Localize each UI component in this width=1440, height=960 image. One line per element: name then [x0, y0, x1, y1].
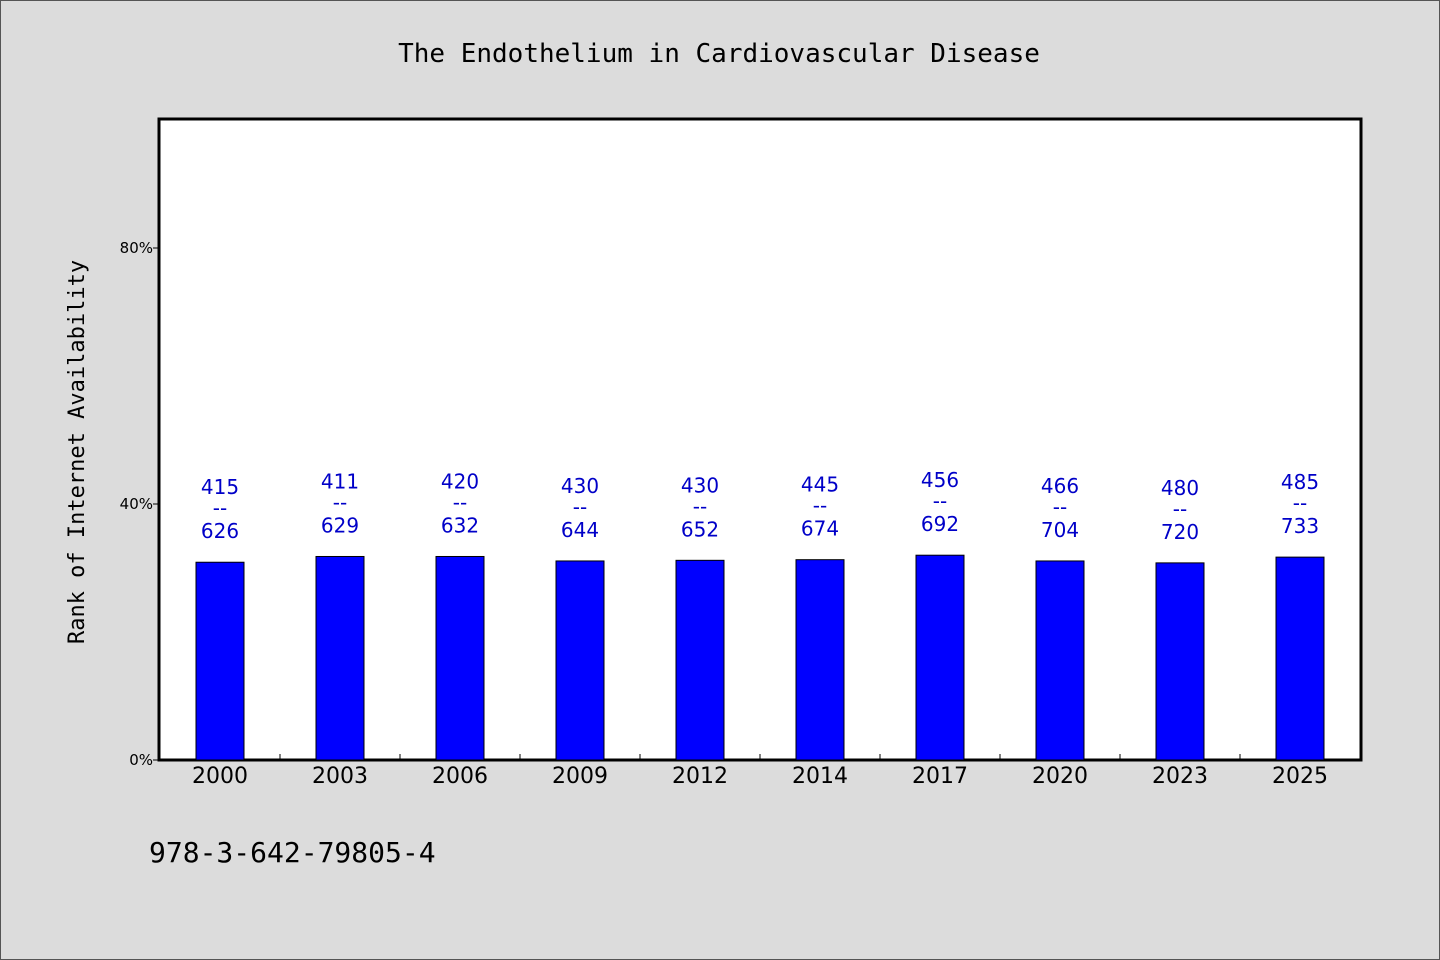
bar	[1035, 560, 1085, 761]
bar	[795, 559, 845, 761]
data-label-separator: --	[693, 494, 707, 518]
y-axis-label: Rank of Internet Availability	[65, 260, 90, 644]
data-label-bottom: 674	[801, 517, 839, 541]
data-label-bottom: 652	[681, 517, 719, 541]
data-label-top: 430	[561, 474, 599, 498]
data-label-top: 466	[1041, 474, 1079, 498]
x-tick-label: 2017	[912, 764, 968, 789]
y-tick-label: 0%	[129, 751, 153, 769]
data-label-top: 445	[801, 473, 839, 497]
x-tick-label: 2014	[792, 764, 848, 789]
chart-marks: 0%40%80%2000415--6262003411--6292006420-…	[120, 239, 1328, 789]
x-tick-label: 2012	[672, 764, 728, 789]
data-label-bottom: 644	[561, 518, 599, 542]
data-label-separator: --	[573, 495, 587, 519]
data-label-bottom: 704	[1041, 518, 1079, 542]
bar	[675, 559, 725, 761]
data-label-top: 411	[321, 469, 359, 493]
data-label-separator: --	[1293, 491, 1307, 515]
bar	[915, 554, 965, 761]
data-label-top: 480	[1161, 476, 1199, 500]
bar	[555, 560, 605, 761]
data-label-top: 420	[441, 469, 479, 493]
data-label-top: 430	[681, 473, 719, 497]
x-tick-label: 2003	[312, 764, 368, 789]
x-tick-label: 2009	[552, 764, 608, 789]
footnote-isbn: 978-3-642-79805-4	[149, 836, 436, 869]
data-label-separator: --	[453, 490, 467, 514]
x-tick-label: 2000	[192, 764, 248, 789]
data-label-top: 456	[921, 468, 959, 492]
bar	[1155, 562, 1205, 761]
data-label-separator: --	[1173, 497, 1187, 521]
data-label-bottom: 733	[1281, 514, 1319, 538]
data-label-top: 485	[1281, 470, 1319, 494]
y-tick-label: 40%	[120, 495, 153, 513]
data-label-separator: --	[333, 490, 347, 514]
data-label-bottom: 629	[321, 513, 359, 537]
y-tick-label: 80%	[120, 239, 153, 257]
data-label-bottom: 692	[921, 512, 959, 536]
data-label-top: 415	[201, 475, 239, 499]
data-label-separator: --	[933, 489, 947, 513]
x-tick-label: 2006	[432, 764, 488, 789]
bar	[195, 561, 245, 761]
x-tick-label: 2025	[1272, 764, 1328, 789]
data-label-bottom: 720	[1161, 520, 1199, 544]
data-label-separator: --	[213, 496, 227, 520]
chart-title: The Endothelium in Cardiovascular Diseas…	[398, 39, 1040, 69]
bar	[1275, 556, 1325, 761]
data-label-separator: --	[1053, 495, 1067, 519]
data-label-separator: --	[813, 494, 827, 518]
x-tick-label: 2020	[1032, 764, 1088, 789]
bar	[315, 555, 365, 761]
bar	[435, 555, 485, 761]
data-label-bottom: 632	[441, 513, 479, 537]
data-label-bottom: 626	[201, 519, 239, 543]
x-tick-label: 2023	[1152, 764, 1208, 789]
